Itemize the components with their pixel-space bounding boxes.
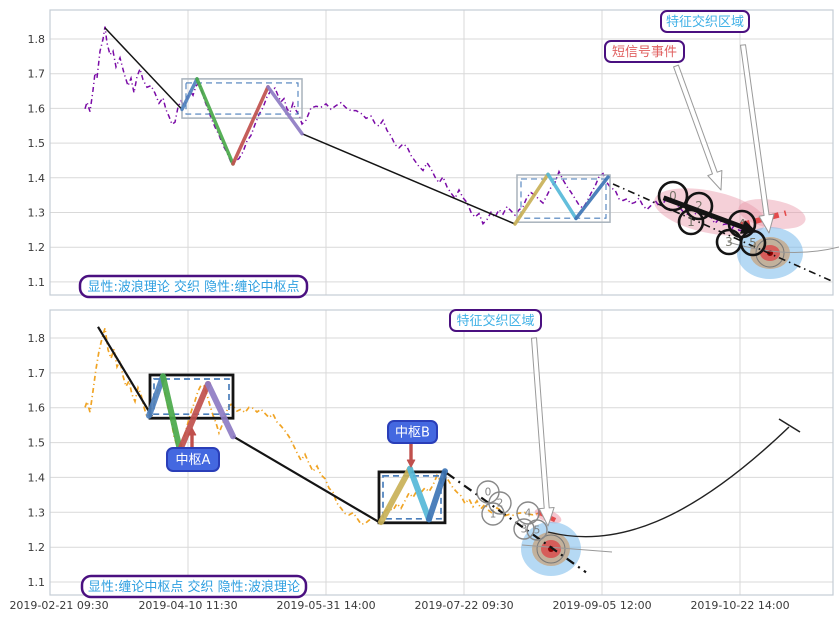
event-circle-number: 3 — [521, 524, 528, 536]
event-circle-number: 1 — [687, 215, 695, 229]
short-signal-label: 短信号事件 — [612, 45, 677, 60]
short-signal-label-box — [604, 40, 685, 63]
pivot-box-inner — [382, 475, 442, 520]
event-circle-number: 2 — [497, 498, 504, 510]
wave-segment — [266, 85, 304, 136]
y-tick-label: 1.8 — [28, 33, 46, 46]
event-circle-number: 0 — [669, 189, 677, 203]
y-tick-label: 1.5 — [28, 137, 46, 150]
y-tick-label: 1.3 — [28, 506, 46, 519]
mode-caption-box — [80, 574, 308, 599]
pivot-box-outer — [516, 174, 611, 223]
event-circle — [488, 491, 512, 515]
mode-caption: 显性:波浪理论 交织 隐性:缠论中枢点 — [87, 279, 299, 295]
y-tick-label: 1.1 — [28, 576, 46, 589]
plot-border — [49, 309, 834, 596]
bullseye-outline — [536, 534, 566, 564]
event-circle-number: 5 — [749, 236, 757, 250]
event-circle — [516, 501, 540, 525]
event-circle-number: 3 — [725, 235, 733, 249]
pivot-b-label-box — [387, 420, 438, 444]
y-tick-label: 1.6 — [28, 102, 46, 115]
wave-segment — [407, 465, 432, 523]
forecast-arc — [547, 426, 790, 538]
feature-zone-label: 特征交织区域 — [456, 313, 534, 329]
event-circle-number: 2 — [695, 199, 703, 213]
bullseye-outline — [755, 238, 785, 268]
forecast-arc-cap — [778, 418, 801, 433]
feature-zone-label-box — [660, 10, 750, 33]
plot-border — [49, 9, 834, 296]
wave-segment — [195, 77, 235, 166]
y-tick-label: 1.2 — [28, 541, 46, 554]
wave-segment — [546, 172, 578, 221]
pivot-b-label: 中枢B — [395, 426, 430, 441]
signal-direction-arrow — [662, 195, 757, 234]
wave-segment — [426, 468, 448, 523]
trailing-path — [521, 544, 613, 553]
trend-line — [104, 27, 183, 110]
trend-line — [232, 435, 380, 524]
event-circle-number: 1 — [490, 509, 497, 521]
wave-segment — [180, 77, 199, 112]
wave-segment — [146, 373, 166, 419]
pivot-box-inner — [520, 178, 607, 219]
x-tick-label: 2019-05-31 14:00 — [276, 599, 375, 612]
wave-segment — [177, 381, 211, 454]
x-tick-label: 2019-09-05 12:00 — [552, 599, 651, 612]
pivot-box-outer — [181, 78, 303, 119]
feature-zone-label: 特征交织区域 — [666, 14, 744, 30]
event-circle — [481, 502, 505, 526]
event-circle — [513, 518, 535, 540]
x-tick-label: 2019-04-10 11:30 — [138, 599, 237, 612]
y-tick-label: 1.7 — [28, 367, 46, 380]
mode-caption-box — [78, 274, 309, 299]
wave-segment — [513, 172, 550, 226]
y-tick-label: 1.5 — [28, 437, 46, 450]
y-tick-label: 1.6 — [28, 402, 46, 415]
y-tick-label: 1.4 — [28, 172, 46, 185]
wave-segment — [231, 85, 270, 166]
event-circle-number: 0 — [485, 487, 492, 499]
pivot-a-label: 中枢A — [176, 453, 211, 468]
event-circle-number: 4 — [525, 508, 532, 520]
trend-line — [97, 326, 153, 417]
x-tick-label: 2019-02-21 09:30 — [9, 599, 108, 612]
pivot-a-label-box — [166, 447, 220, 472]
y-tick-label: 1.4 — [28, 471, 46, 484]
wave-segment — [205, 381, 236, 440]
pivot-box-inner — [185, 82, 299, 115]
explicit-wave-theory-chart: 1.81.71.61.51.41.31.21.1021435特征交织区域短信号事… — [28, 9, 839, 299]
wave-segment — [160, 373, 183, 454]
y-tick-label: 1.7 — [28, 68, 46, 81]
x-tick-label: 2019-07-22 09:30 — [414, 599, 513, 612]
pointer-arrow — [673, 64, 723, 191]
wave-segment — [574, 175, 610, 221]
y-tick-label: 1.3 — [28, 207, 46, 220]
price-line-orange — [84, 327, 541, 526]
y-tick-label: 1.1 — [28, 276, 46, 289]
pivot-label-arrow — [187, 427, 197, 448]
x-tick-label: 2019-10-22 14:00 — [690, 599, 789, 612]
wave-segment — [378, 465, 413, 526]
event-circle — [657, 180, 689, 212]
feature-zone-label-box — [449, 309, 542, 332]
y-tick-label: 1.8 — [28, 332, 46, 345]
y-tick-label: 1.2 — [28, 241, 46, 254]
pointer-arrow — [740, 44, 775, 234]
mode-caption: 显性:缠论中枢点 交织 隐性:波浪理论 — [88, 579, 300, 595]
event-circle-number: 5 — [534, 525, 541, 537]
trend-line — [301, 133, 516, 225]
pointer-arrow — [531, 337, 555, 527]
event-circle — [526, 519, 548, 541]
pivot-label-arrow — [406, 443, 416, 468]
